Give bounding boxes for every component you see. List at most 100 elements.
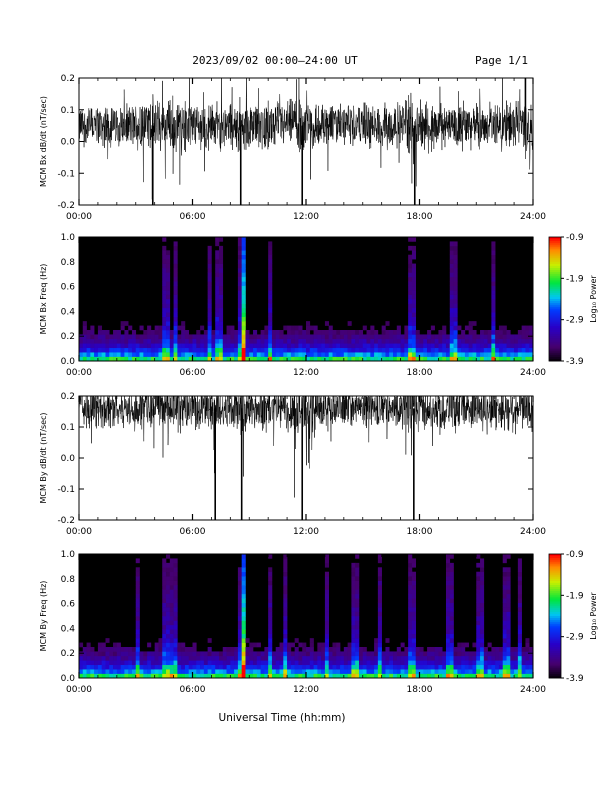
spectrogram-cell (181, 321, 186, 326)
spectrogram-cell (245, 638, 250, 643)
spectrogram-cell (366, 660, 371, 666)
spectrogram-cell (166, 585, 171, 590)
spectrogram-cell (109, 655, 114, 661)
spectrogram-cell (491, 259, 496, 264)
spectrogram-cell (498, 343, 504, 349)
spectrogram-cell (222, 347, 227, 353)
spectrogram-cell (442, 655, 447, 661)
spectrogram-cell (370, 651, 375, 657)
spectrogram-cell (298, 664, 303, 670)
spectrogram-cell (241, 660, 246, 666)
spectrogram-cell (510, 655, 515, 661)
spectrogram-cell (487, 352, 492, 357)
spectrogram-cell (218, 325, 224, 331)
colorbar-swatch (549, 605, 561, 609)
spectrogram-cell (449, 593, 454, 599)
spectrogram-cell (381, 673, 386, 679)
spectrogram-cell (321, 660, 326, 666)
spectrogram-cell (498, 669, 504, 674)
spectrogram-cell (476, 352, 481, 357)
spectrogram-cell (355, 611, 360, 617)
spectrogram-cell (332, 334, 337, 340)
spectrogram-cell (408, 664, 413, 670)
spectrogram-cell (211, 664, 216, 670)
spectrogram-cell (162, 642, 167, 648)
spectrogram-cell (97, 664, 102, 670)
spectrogram-cell (457, 352, 462, 357)
spectrogram-cell (351, 334, 356, 340)
spectrogram-cell (317, 647, 322, 652)
spectrogram-cell (408, 268, 413, 273)
colorbar-swatch (549, 576, 561, 580)
spectrogram-cell (218, 268, 224, 273)
spectrogram-cell (237, 655, 242, 661)
spectrogram-cell (203, 334, 208, 340)
spectrogram-cell (328, 651, 333, 657)
spectrogram-cell (241, 285, 246, 291)
spectrogram-cell (453, 660, 458, 666)
spectrogram-cell (449, 585, 454, 590)
spectrogram-cell (374, 660, 379, 666)
spectrogram-cell (97, 338, 102, 344)
spectrogram-cell (131, 647, 137, 652)
spectrogram-cell (135, 343, 140, 349)
spectrogram-cell (143, 338, 148, 344)
spectrogram-cell (294, 647, 299, 652)
colorbar-swatch (549, 597, 561, 600)
colorbar-tick-label: -1.9 (566, 274, 584, 284)
spectrogram-cell (260, 347, 265, 353)
spectrogram-cell (275, 352, 280, 357)
spectrogram-cell (324, 638, 329, 643)
spectrogram-cell (90, 655, 95, 661)
spectrogram-cell (131, 673, 137, 679)
spectrogram-cell (245, 673, 250, 679)
spectrogram-cell (400, 334, 405, 340)
colorbar-swatch (549, 591, 561, 594)
spectrogram-cell (306, 651, 311, 657)
spectrogram-cell (207, 321, 212, 326)
spectrogram-cell (430, 647, 435, 652)
spectrogram-cell (173, 259, 178, 264)
spectrogram-cell (147, 669, 152, 674)
spectrogram-cell (445, 620, 451, 626)
spectrogram-cell (207, 263, 212, 269)
spectrogram-cell (200, 673, 205, 679)
spectrogram-cell (249, 356, 254, 362)
spectrogram-cell (502, 664, 507, 670)
spectrogram-cell (241, 602, 246, 608)
spectrogram-cell (427, 334, 432, 340)
spectrogram-cell (200, 356, 205, 362)
colorbar-swatch (549, 323, 561, 327)
spectrogram-cell (218, 250, 224, 256)
spectrogram-cell (517, 585, 522, 590)
spectrogram-cell (453, 352, 458, 357)
spectrogram-cell (158, 338, 163, 344)
spectrogram-cell (411, 338, 417, 344)
spectrogram-cell (411, 633, 417, 639)
colorbar-swatch (549, 276, 561, 279)
spectrogram-cell (275, 343, 280, 349)
spectrogram-cell (279, 334, 284, 340)
spectrogram-cell (158, 673, 163, 679)
spectrogram-cell (120, 660, 125, 666)
spectrogram-cell (200, 651, 205, 657)
spectrogram-cell (124, 673, 129, 679)
spectrogram-cell (268, 290, 273, 295)
spectrogram-cell (324, 620, 329, 626)
spectrogram-cell (154, 338, 159, 344)
spectrogram-cell (468, 651, 473, 657)
spectrogram-cell (328, 330, 333, 335)
spectrogram-cell (381, 347, 386, 353)
spectrogram-cell (324, 321, 329, 326)
spectrogram-cell (283, 593, 288, 599)
spectrogram-cell (506, 338, 511, 344)
spectrogram-cell (306, 669, 311, 674)
spectrogram-cell (336, 660, 341, 666)
bx-dbdt-panel: 00:00 06:00 12:00 18:00 24:000.20.10.0-0.1-0… (39, 74, 546, 222)
spectrogram-cell (90, 673, 95, 679)
colorbar-tick-label: -0.9 (566, 550, 584, 560)
spectrogram-cell (162, 330, 167, 335)
spectrogram-cell (237, 616, 242, 621)
spectrogram-cell (355, 624, 360, 630)
spectrogram-cell (234, 352, 239, 357)
